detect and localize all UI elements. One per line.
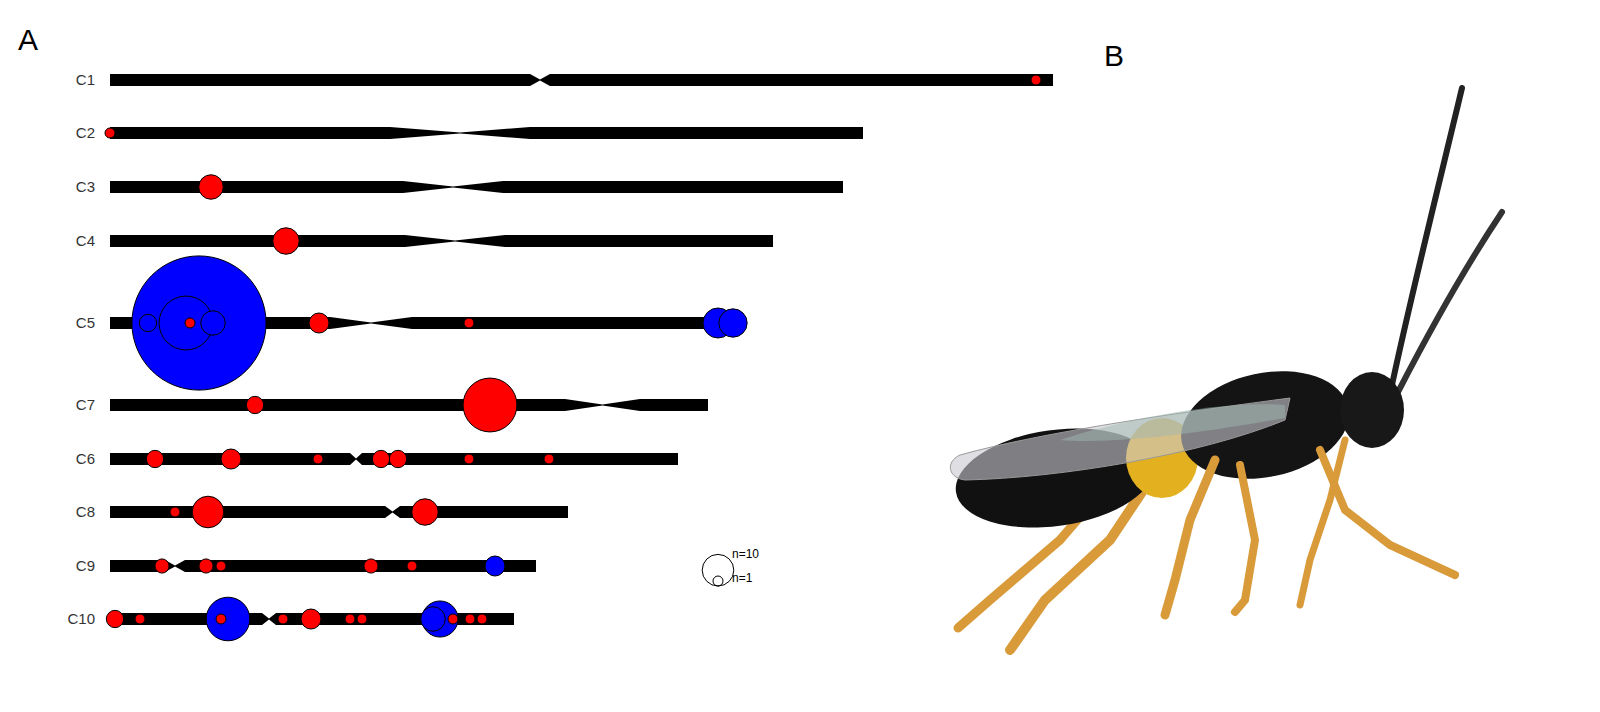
marker xyxy=(477,614,487,624)
legend-circle xyxy=(702,554,734,586)
marker xyxy=(273,228,299,254)
chromosome xyxy=(110,74,1053,86)
marker xyxy=(132,256,266,390)
chromosome-label: C7 xyxy=(76,396,95,413)
chromosome-label: C2 xyxy=(76,124,95,141)
marker xyxy=(421,607,445,631)
marker xyxy=(221,449,241,469)
marker xyxy=(185,318,195,328)
marker xyxy=(199,559,213,573)
wasp-leg xyxy=(1300,440,1345,605)
marker xyxy=(544,454,554,464)
marker xyxy=(135,614,145,624)
legend-label: n=10 xyxy=(732,547,759,561)
chromosome xyxy=(110,560,536,572)
wasp-leg xyxy=(1235,465,1255,612)
marker xyxy=(465,614,475,624)
chromosome xyxy=(110,506,568,518)
wasp-antenna xyxy=(1398,212,1502,392)
chromosome-label: C10 xyxy=(67,610,95,627)
marker xyxy=(146,450,163,467)
marker xyxy=(170,507,180,517)
marker xyxy=(372,450,389,467)
chromosome-label: C9 xyxy=(76,557,95,574)
chromosome xyxy=(110,399,708,411)
marker xyxy=(105,128,115,138)
chromosome xyxy=(110,127,863,139)
marker xyxy=(464,454,474,464)
wasp-head xyxy=(1340,372,1404,448)
marker xyxy=(309,313,329,333)
marker xyxy=(201,311,225,335)
chromosome xyxy=(110,235,773,247)
chromosome-label: C6 xyxy=(76,450,95,467)
chromosome-label: C5 xyxy=(76,314,95,331)
panel-label: B xyxy=(1104,39,1124,72)
marker xyxy=(412,499,438,525)
wasp-wing xyxy=(1060,404,1285,441)
wasp-leg xyxy=(1165,460,1215,615)
marker xyxy=(216,561,226,571)
marker xyxy=(139,314,156,331)
marker xyxy=(1031,75,1041,85)
marker xyxy=(246,396,263,413)
marker xyxy=(448,614,458,624)
marker xyxy=(199,175,223,199)
marker xyxy=(463,378,517,432)
marker xyxy=(364,559,378,573)
marker xyxy=(206,597,250,641)
marker xyxy=(192,496,224,528)
marker xyxy=(345,614,355,624)
marker xyxy=(301,609,321,629)
marker xyxy=(719,309,747,337)
plot-area xyxy=(105,74,1053,641)
marker xyxy=(464,318,474,328)
marker xyxy=(313,454,323,464)
legend-label: n=1 xyxy=(732,571,753,585)
wasp-illustration xyxy=(949,88,1502,650)
legend-circle xyxy=(713,576,723,586)
marker xyxy=(357,614,367,624)
marker xyxy=(278,614,288,624)
marker xyxy=(407,561,417,571)
chromosome-label: C8 xyxy=(76,503,95,520)
marker xyxy=(485,556,505,576)
labels: C1 C2 C3 C4 C5 C7 C6 C8 C9 C10 xyxy=(67,71,95,627)
chromosome-label: C1 xyxy=(76,71,95,88)
marker xyxy=(216,614,226,624)
figure: A B C1 C2 C3 C4 C5 C7 C6 C8 C9 C10 n=10 n=1 xyxy=(0,0,1600,712)
panel-label: A xyxy=(18,23,38,56)
chromosome-label: C4 xyxy=(76,232,95,249)
marker xyxy=(389,450,406,467)
marker xyxy=(106,610,123,627)
chromosome-label: C3 xyxy=(76,178,95,195)
marker xyxy=(155,559,169,573)
